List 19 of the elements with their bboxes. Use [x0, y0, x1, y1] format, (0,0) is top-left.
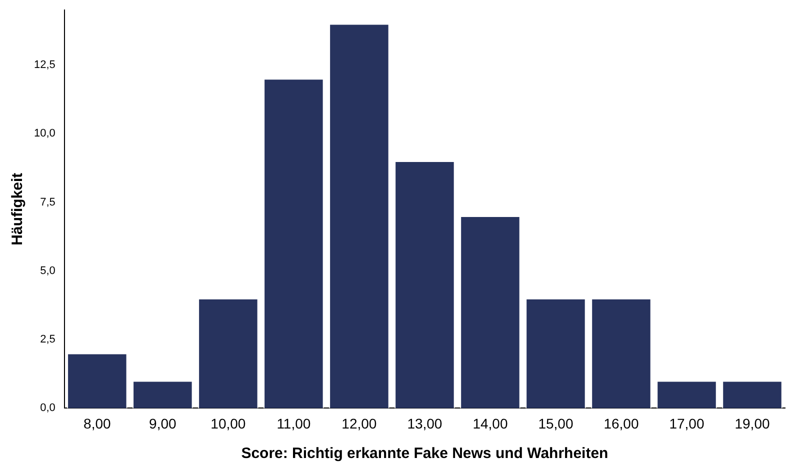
y-axis-title: Häufigkeit	[9, 172, 26, 246]
x-tick-label: 15,00	[538, 415, 574, 432]
x-tick-label: 17,00	[669, 415, 704, 432]
x-tick-label: 16,00	[604, 415, 639, 432]
x-tick-label: 9,00	[149, 415, 177, 432]
x-tick-label: 13,00	[407, 415, 442, 432]
y-tick-label: 5,0	[40, 264, 56, 277]
y-tick-label: 0,0	[40, 402, 56, 414]
x-tick-label: 19,00	[734, 415, 770, 432]
y-tick-label: 7,5	[40, 196, 56, 208]
x-tick-label: 10,00	[210, 415, 246, 432]
x-axis-title: Score: Richtig erkannte Fake News und Wahrheiten	[241, 445, 608, 462]
y-tick-label: 12,5	[34, 58, 56, 71]
y-tick-label: 10,0	[34, 128, 56, 140]
x-tick-label: 8,00	[84, 415, 111, 432]
x-tick-label: 11,00	[276, 415, 311, 432]
y-tick-label: 2,5	[40, 334, 56, 346]
x-tick-label: 14,00	[472, 415, 508, 432]
x-tick-label: 12,00	[342, 415, 377, 432]
